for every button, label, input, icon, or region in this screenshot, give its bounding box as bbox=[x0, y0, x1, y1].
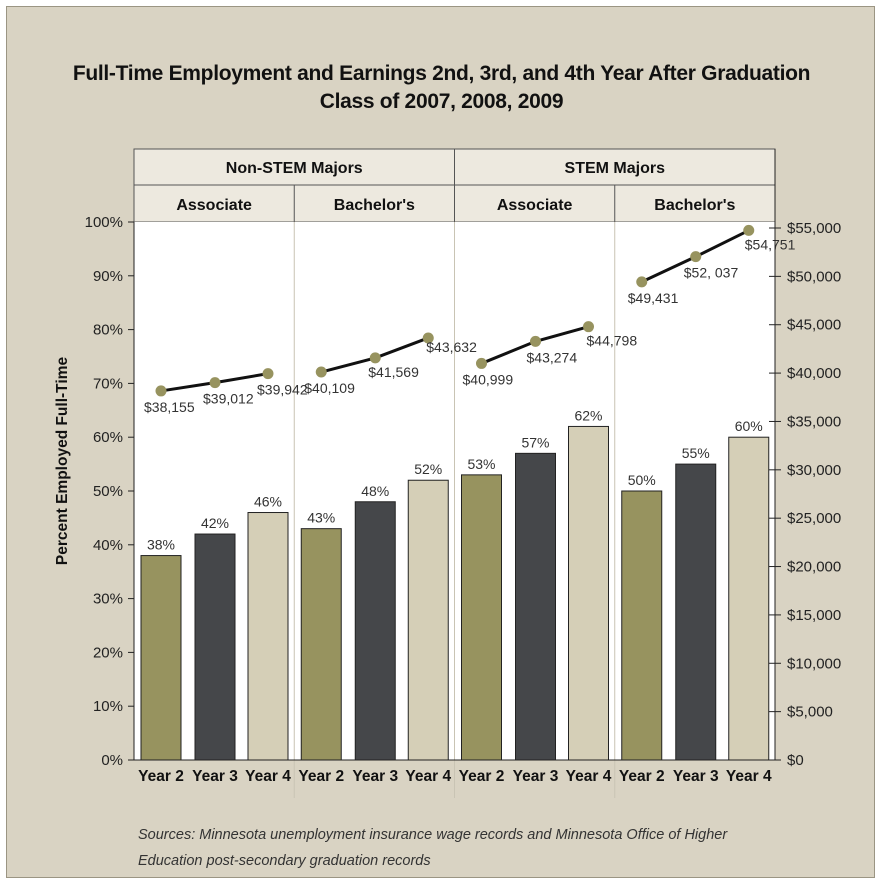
y-axis-title: Percent Employed Full-Time bbox=[54, 357, 71, 566]
x-tick-label: Year 3 bbox=[352, 768, 398, 785]
earnings-data-label: $41,569 bbox=[368, 364, 419, 380]
bar bbox=[354, 501, 396, 761]
percent-data-label: 42% bbox=[201, 515, 229, 531]
bar bbox=[300, 528, 342, 761]
chart-title-block: Full-Time Employment and Earnings 2nd, 3… bbox=[0, 60, 883, 116]
y-tick-label: 100% bbox=[85, 214, 123, 231]
y-tick-label: 80% bbox=[93, 322, 123, 339]
y2-tick-label: $30,000 bbox=[787, 462, 841, 479]
earnings-marker bbox=[530, 335, 541, 347]
earnings-marker bbox=[636, 276, 648, 288]
y-tick-label: 90% bbox=[93, 268, 123, 285]
degree-group-label: Bachelor's bbox=[334, 197, 415, 214]
x-tick-label: Year 2 bbox=[138, 768, 184, 785]
percent-data-label: 62% bbox=[574, 407, 602, 423]
bar bbox=[247, 512, 289, 761]
x-tick-label: Year 4 bbox=[405, 768, 451, 785]
y-tick-label: 50% bbox=[93, 483, 123, 500]
percent-data-label: 52% bbox=[414, 461, 442, 477]
group-headers: Non-STEM Majors STEM Majors Associate Bache… bbox=[133, 148, 776, 223]
y2-tick-label: $20,000 bbox=[787, 559, 841, 576]
x-tick-label: Year 2 bbox=[459, 768, 505, 785]
y2-tick-label: $45,000 bbox=[787, 317, 841, 334]
x-tick-label: Year 3 bbox=[513, 768, 559, 785]
earnings-data-label: $54,751 bbox=[745, 236, 796, 252]
earnings-data-label: $38,155 bbox=[144, 399, 195, 415]
plot-area: 38% 42% 46% 43% 48% 52% 53% 57% 62% 50% 55% 60% $38,… bbox=[134, 222, 796, 798]
x-tick-label: Year 4 bbox=[726, 768, 772, 785]
bar bbox=[461, 474, 502, 761]
earnings-marker bbox=[155, 385, 167, 397]
percent-data-label: 43% bbox=[307, 510, 335, 526]
earnings-data-label: $39,012 bbox=[203, 391, 254, 407]
earnings-marker bbox=[690, 251, 702, 263]
bar bbox=[728, 436, 770, 761]
y-tick-label: 40% bbox=[93, 537, 123, 554]
earnings-data-label: $44,798 bbox=[587, 333, 638, 349]
earnings-marker bbox=[262, 368, 274, 380]
earnings-marker bbox=[369, 352, 381, 364]
earnings-data-label: $52, 037 bbox=[684, 265, 739, 281]
earnings-marker bbox=[743, 224, 755, 236]
percent-data-label: 57% bbox=[521, 434, 549, 450]
percent-data-label: 60% bbox=[735, 418, 763, 434]
chart-title: Full-Time Employment and Earnings 2nd, 3… bbox=[72, 62, 811, 85]
x-tick-label: Year 3 bbox=[192, 768, 238, 785]
degree-group-label: Bachelor's bbox=[654, 197, 735, 214]
y2-tick-label: $15,000 bbox=[787, 607, 841, 624]
chart-subtitle: Class of 2007, 2008, 2009 bbox=[319, 90, 564, 113]
bar bbox=[140, 555, 182, 761]
percent-data-label: 50% bbox=[628, 472, 656, 488]
y2-tick-label: $35,000 bbox=[787, 413, 841, 430]
x-tick-label: Year 2 bbox=[298, 768, 344, 785]
y-tick-label: 70% bbox=[93, 375, 123, 392]
earnings-data-label: $40,999 bbox=[463, 371, 514, 387]
earnings-data-label: $43,274 bbox=[527, 349, 578, 365]
y-tick-label: 10% bbox=[93, 698, 123, 715]
y-tick-label: 30% bbox=[93, 591, 123, 608]
x-tick-label: Year 4 bbox=[566, 768, 612, 785]
percent-data-label: 46% bbox=[254, 494, 282, 510]
earnings-data-label: $43,632 bbox=[426, 339, 477, 355]
earnings-marker bbox=[476, 357, 487, 369]
percent-data-label: 48% bbox=[361, 483, 389, 499]
axes: Year 2 Year 3 Year 4 Year 2 Year 3 Year 4 Year… bbox=[54, 149, 841, 785]
degree-group-label: Associate bbox=[176, 197, 252, 214]
bar bbox=[407, 479, 449, 761]
bar bbox=[621, 490, 663, 761]
percent-data-label: 55% bbox=[682, 445, 710, 461]
bar bbox=[675, 463, 717, 761]
earnings-data-label: $49,431 bbox=[628, 290, 679, 306]
x-tick-label: Year 2 bbox=[619, 768, 665, 785]
earnings-marker bbox=[583, 321, 594, 333]
major-group-label: STEM Majors bbox=[565, 160, 666, 177]
degree-group-label: Associate bbox=[497, 197, 573, 214]
y2-tick-label: $0 bbox=[787, 752, 804, 769]
percent-data-label: 53% bbox=[467, 456, 495, 472]
y-tick-label: 60% bbox=[93, 429, 123, 446]
earnings-marker bbox=[422, 332, 434, 344]
y2-tick-label: $40,000 bbox=[787, 365, 841, 382]
sources-note: Sources: Minnesota unemployment insuranc… bbox=[138, 827, 728, 869]
earnings-marker bbox=[209, 377, 221, 389]
x-tick-label: Year 3 bbox=[673, 768, 719, 785]
y2-tick-label: $10,000 bbox=[787, 655, 841, 672]
y-tick-label: 0% bbox=[101, 752, 123, 769]
earnings-marker bbox=[315, 366, 327, 378]
y2-tick-label: $25,000 bbox=[787, 510, 841, 527]
major-group-label: Non-STEM Majors bbox=[226, 160, 363, 177]
y2-tick-label: $55,000 bbox=[787, 220, 841, 237]
bar bbox=[515, 452, 556, 761]
earnings-data-label: $40,109 bbox=[304, 380, 355, 396]
percent-data-label: 38% bbox=[147, 537, 175, 553]
y2-tick-label: $5,000 bbox=[787, 704, 833, 721]
bar bbox=[194, 533, 236, 761]
earnings-data-label: $39,942 bbox=[257, 382, 308, 398]
y-tick-label: 20% bbox=[93, 644, 123, 661]
bar bbox=[568, 425, 609, 761]
y2-tick-label: $50,000 bbox=[787, 268, 841, 285]
x-tick-label: Year 4 bbox=[245, 768, 291, 785]
